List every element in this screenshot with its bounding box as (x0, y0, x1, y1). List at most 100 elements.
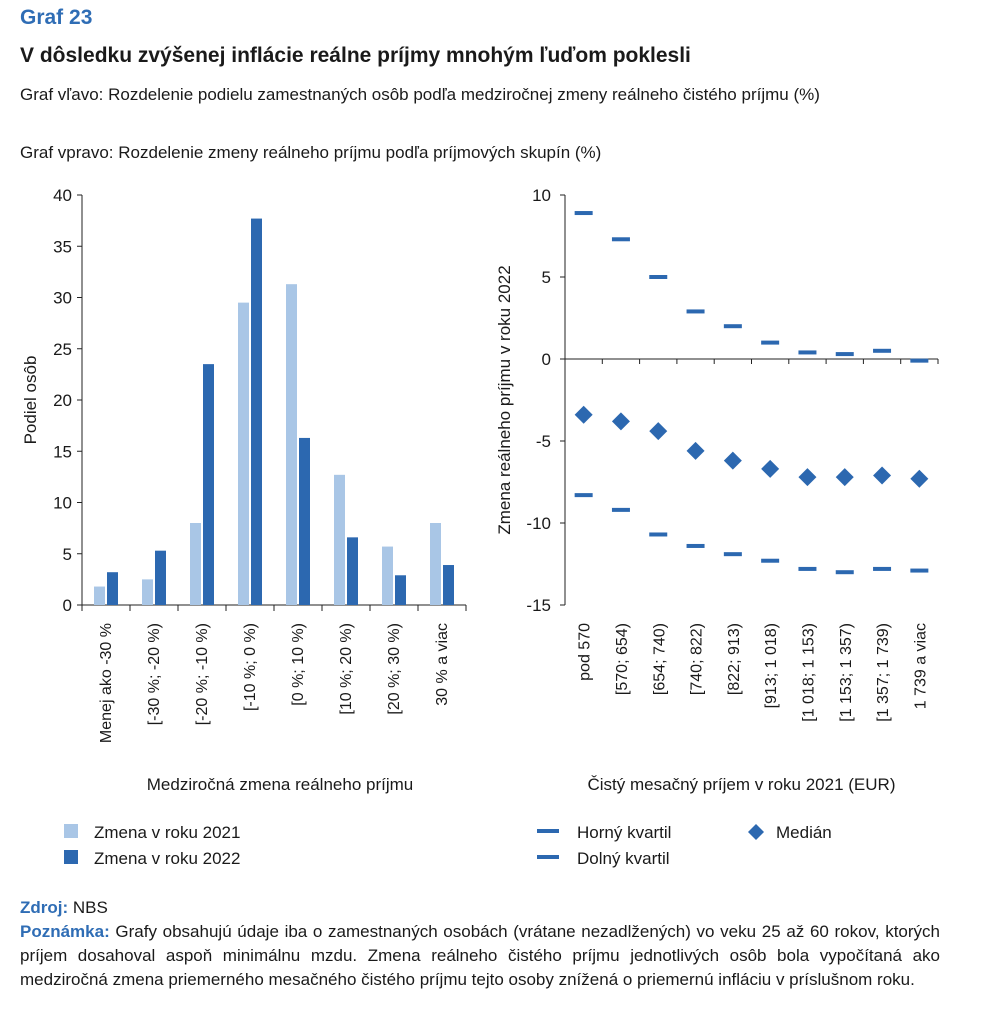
median-mark (835, 468, 854, 487)
upper-quartile-mark (873, 348, 892, 353)
bar-2022 (443, 565, 454, 605)
left-x-tick-label: Menej ako -30 % (98, 623, 115, 743)
legend-label-2022: Zmena v roku 2022 (94, 849, 240, 868)
right-x-tick-label: pod 570 (577, 623, 594, 681)
legend-label-median: Medián (776, 823, 832, 842)
median-mark (649, 422, 668, 441)
upper-quartile-mark (723, 324, 742, 329)
lower-quartile-mark (798, 566, 817, 571)
left-y-tick-label: 30 (53, 289, 72, 308)
left-y-tick-label: 10 (53, 494, 72, 513)
left-y-tick-label: 15 (53, 442, 72, 461)
lower-quartile-mark (686, 543, 705, 548)
left-x-tick-label: [10 %; 20 %) (338, 623, 355, 715)
left-x-axis-title: Medziročná zmena reálneho príjmu (147, 775, 413, 794)
median-mark (611, 412, 630, 431)
median-mark (686, 441, 705, 460)
bar-2022 (155, 550, 166, 605)
right-x-tick-label: 1 739 a viac (912, 623, 929, 709)
bar-2021 (286, 284, 297, 605)
legend-swatch-2021 (64, 824, 78, 838)
median-mark (761, 459, 780, 478)
legend-swatch-2022 (64, 850, 78, 864)
bar-2021 (238, 302, 249, 605)
figure-title: V dôsledku zvýšenej inflácie reálne príj… (20, 44, 691, 67)
left-y-axis-title: Podiel osôb (21, 356, 40, 445)
bar-2022 (299, 437, 310, 605)
lower-quartile-mark (723, 552, 742, 557)
right-x-tick-label: [913; 1 018) (763, 623, 780, 708)
left-x-tick-label: [-30 %; -20 %) (146, 623, 163, 725)
source-line: Zdroj: NBS (20, 896, 940, 920)
bar-2022 (347, 537, 358, 605)
bar-2022 (395, 575, 406, 605)
upper-quartile-mark (611, 237, 630, 242)
legend-swatch-lower-quartile (537, 855, 559, 859)
left-x-tick-label: 30 % a viac (434, 623, 451, 706)
bar-2021 (190, 523, 201, 605)
upper-quartile-mark (835, 352, 854, 357)
bar-2021 (430, 523, 441, 605)
upper-quartile-mark (574, 211, 593, 216)
bar-2021 (334, 474, 345, 605)
chart-legends: Zmena v roku 2021 Zmena v roku 2022 Horný … (64, 823, 832, 868)
right-x-tick-label: [1 153; 1 357) (838, 623, 855, 722)
legend-label-lower-quartile: Dolný kvartil (577, 849, 670, 868)
note-paragraph: Poznámka: Grafy obsahujú údaje iba o zam… (20, 920, 940, 992)
left-y-tick-label: 35 (53, 237, 72, 256)
bar-2022 (251, 218, 262, 605)
right-x-tick-label: [740; 822) (689, 623, 706, 695)
right-quartile-chart: -15 -10 -5 0 5 10 pod 570 [570; 654) [654; 740) [… (495, 186, 939, 794)
subtitle-right: Graf vpravo: Rozdelenie zmeny reálneho p… (20, 143, 602, 162)
note-label: Poznámka: (20, 922, 110, 941)
right-x-axis-title: Čistý mesačný príjem v roku 2021 (EUR) (588, 775, 896, 794)
bar-2021 (142, 579, 153, 605)
upper-quartile-mark (910, 358, 929, 363)
left-y-tick-label: 40 (53, 186, 72, 205)
right-y-tick-label: -10 (526, 514, 551, 533)
right-y-tick-label: 10 (532, 186, 551, 205)
left-y-tick-label: 0 (63, 596, 72, 615)
median-mark (873, 466, 892, 485)
left-bar-chart: 0 5 10 15 20 25 30 35 40 Menej ako -30 % [-30 %; -… (21, 186, 467, 794)
legend-swatch-median (748, 824, 764, 840)
left-y-tick-label: 25 (53, 340, 72, 359)
lower-quartile-mark (835, 570, 854, 575)
upper-quartile-mark (686, 309, 705, 314)
bar-2021 (382, 546, 393, 605)
lower-quartile-mark (761, 558, 780, 563)
left-y-tick-label: 20 (53, 391, 72, 410)
left-x-tick-label: [-20 %; -10 %) (194, 623, 211, 725)
median-mark (723, 451, 742, 470)
median-mark (574, 405, 593, 424)
right-x-tick-label: [1 357; 1 739) (875, 623, 892, 722)
median-mark (798, 468, 817, 487)
median-mark (910, 469, 929, 488)
figure-label: Graf 23 (20, 6, 93, 29)
right-y-axis-title: Zmena reálneho príjmu v roku 2022 (495, 265, 514, 534)
right-x-tick-label: [822; 913) (726, 623, 743, 695)
legend-label-upper-quartile: Horný kvartil (577, 823, 671, 842)
legend-label-2021: Zmena v roku 2021 (94, 823, 240, 842)
upper-quartile-mark (649, 275, 668, 279)
lower-quartile-mark (611, 507, 630, 512)
bar-2022 (203, 364, 214, 605)
left-x-tick-label: [0 %; 10 %) (290, 623, 307, 706)
right-y-tick-label: 5 (542, 268, 551, 287)
bar-2021 (94, 586, 105, 605)
upper-quartile-mark (798, 350, 817, 355)
left-y-tick-label: 5 (63, 545, 72, 564)
right-x-tick-label: [1 018; 1 153) (800, 623, 817, 722)
source-text: NBS (68, 898, 108, 917)
right-y-tick-label: -5 (536, 432, 551, 451)
right-x-tick-label: [570; 654) (614, 623, 631, 695)
left-x-tick-label: [-10 %; 0 %) (242, 623, 259, 711)
left-x-tick-label: [20 %; 30 %) (386, 623, 403, 715)
lower-quartile-mark (574, 493, 593, 498)
right-y-tick-label: -15 (526, 596, 551, 615)
lower-quartile-mark (873, 566, 892, 571)
legend-swatch-upper-quartile (537, 829, 559, 833)
subtitle-left: Graf vľavo: Rozdelenie podielu zamestnan… (20, 85, 820, 104)
upper-quartile-mark (761, 340, 780, 345)
